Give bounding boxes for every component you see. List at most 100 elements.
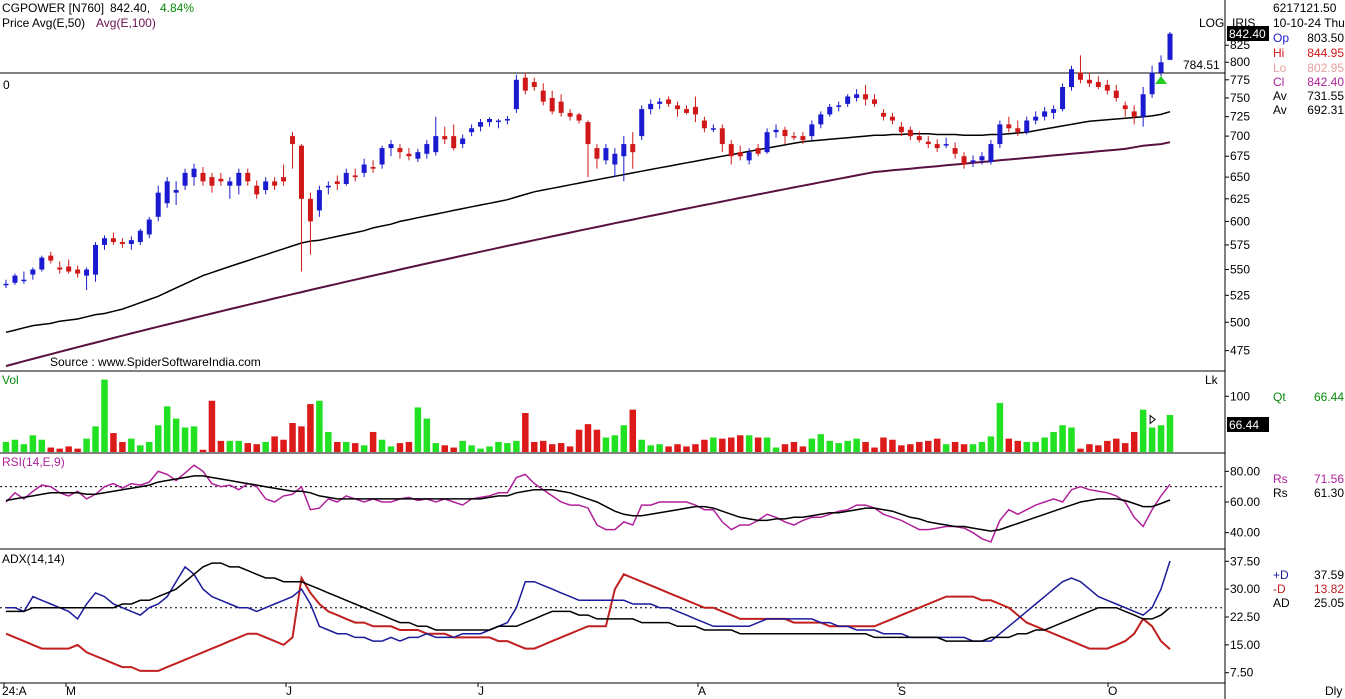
- volume-bar: [745, 435, 753, 452]
- candle-body: [809, 124, 815, 137]
- candle-body: [1149, 72, 1155, 95]
- volume-bar: [405, 441, 413, 452]
- candle-body: [236, 172, 242, 186]
- candle-body: [845, 96, 851, 104]
- candle-body: [889, 116, 895, 121]
- adx-label: AD: [1273, 596, 1290, 610]
- volume-bar: [674, 444, 681, 452]
- candle-body: [460, 138, 466, 145]
- volume-bar: [978, 441, 986, 452]
- volume-bar: [360, 445, 368, 452]
- volume-bar: [602, 437, 610, 452]
- line-zero-label: 0: [3, 78, 10, 92]
- volume-bar: [933, 438, 941, 452]
- volume-bar: [513, 440, 520, 452]
- candle-body: [719, 128, 725, 145]
- candle-body: [21, 279, 27, 282]
- volume-bar: [271, 436, 278, 452]
- price-y-ticks: 475 500 525 550 575 600 625 650 675 700 725 750 775 8…: [1225, 38, 1250, 358]
- volume-bar: [1095, 445, 1102, 452]
- price-tick-label: 775: [1230, 73, 1250, 87]
- volume-bar: [181, 427, 189, 452]
- price-tick-label: 800: [1230, 55, 1250, 69]
- candle-body: [388, 144, 394, 149]
- volume-bar: [1050, 431, 1057, 452]
- volume-bar: [1032, 441, 1039, 452]
- volume-bar: [817, 434, 825, 452]
- candle-body: [657, 101, 663, 104]
- x-axis-ticks: 24:A M J J A S O: [2, 683, 1117, 698]
- candle-body: [12, 275, 18, 283]
- candle-body: [666, 99, 672, 104]
- candle-body: [952, 148, 958, 154]
- period-label[interactable]: Dly: [1325, 684, 1342, 698]
- candle-body: [66, 266, 72, 272]
- adx-tick-label: 15.00: [1230, 638, 1260, 652]
- volume-bar: [575, 429, 583, 452]
- candle-body: [1167, 33, 1173, 60]
- volume-bar: [647, 445, 654, 452]
- candle-body: [119, 242, 125, 244]
- candle-body: [1024, 120, 1030, 133]
- candle-body: [415, 152, 421, 159]
- price-tick-label: 725: [1230, 110, 1250, 124]
- info-label-ema50: Av: [1273, 89, 1287, 103]
- volume-bar: [781, 444, 789, 452]
- rs1-value: 71.56: [1314, 472, 1344, 486]
- price-tick-label: 675: [1230, 149, 1250, 163]
- volume-bar: [378, 439, 386, 452]
- ema100-line: [5, 141, 1171, 367]
- volume-bar: [1041, 437, 1048, 452]
- volume-bar: [853, 438, 860, 452]
- candle-body: [701, 120, 707, 129]
- volume-bar: [459, 440, 466, 452]
- volume-bar: [38, 439, 46, 452]
- candle-body: [433, 136, 439, 153]
- candle-body: [513, 79, 519, 110]
- candle-body: [791, 136, 797, 138]
- plus-d-line: [6, 560, 1171, 642]
- volume-bar: [889, 439, 896, 452]
- candle-body: [755, 148, 761, 154]
- volume-bar: [387, 446, 395, 452]
- volume-bar: [217, 440, 225, 452]
- volume-bar: [1148, 427, 1156, 452]
- candle-body: [200, 172, 206, 182]
- rsi-tick-label: 40.00: [1230, 526, 1260, 540]
- vol-title: Vol: [2, 373, 19, 387]
- candle-body: [818, 114, 824, 125]
- volume-bar: [871, 447, 878, 452]
- minus-d-label: -D: [1273, 582, 1286, 596]
- candle-body: [495, 120, 501, 123]
- rs1-label: Rs: [1273, 472, 1288, 486]
- scale-mode-label[interactable]: LOG: [1199, 16, 1224, 30]
- x-tick-label: 24:A: [2, 684, 27, 698]
- candle-body: [245, 172, 251, 182]
- volume-bar: [432, 443, 440, 452]
- x-tick-label: J: [478, 684, 484, 698]
- volume-bar: [898, 445, 905, 452]
- vol-tag: 66.44: [1229, 418, 1259, 432]
- candle-body: [863, 94, 869, 100]
- plus-d-value: 37.59: [1314, 568, 1344, 582]
- info-value-low: 802.95: [1307, 61, 1344, 75]
- volume-bar: [960, 444, 968, 452]
- candle-body: [979, 156, 985, 161]
- volume-bar: [11, 439, 19, 452]
- candle-body: [800, 136, 806, 141]
- volume-bar: [1014, 440, 1022, 452]
- candle-body: [827, 106, 833, 115]
- volume-bar: [1086, 444, 1093, 452]
- candle-body: [298, 145, 304, 199]
- candle-body: [925, 141, 931, 145]
- volume-bar: [92, 426, 99, 452]
- candle-body: [146, 219, 152, 235]
- volume-bar: [799, 446, 807, 452]
- close-value-header: 842.40,: [110, 1, 150, 15]
- candle-body: [334, 181, 340, 184]
- volume-bar: [101, 379, 108, 452]
- volume-bar: [137, 445, 144, 452]
- candle-body: [1042, 111, 1048, 117]
- volume-bar: [495, 441, 502, 452]
